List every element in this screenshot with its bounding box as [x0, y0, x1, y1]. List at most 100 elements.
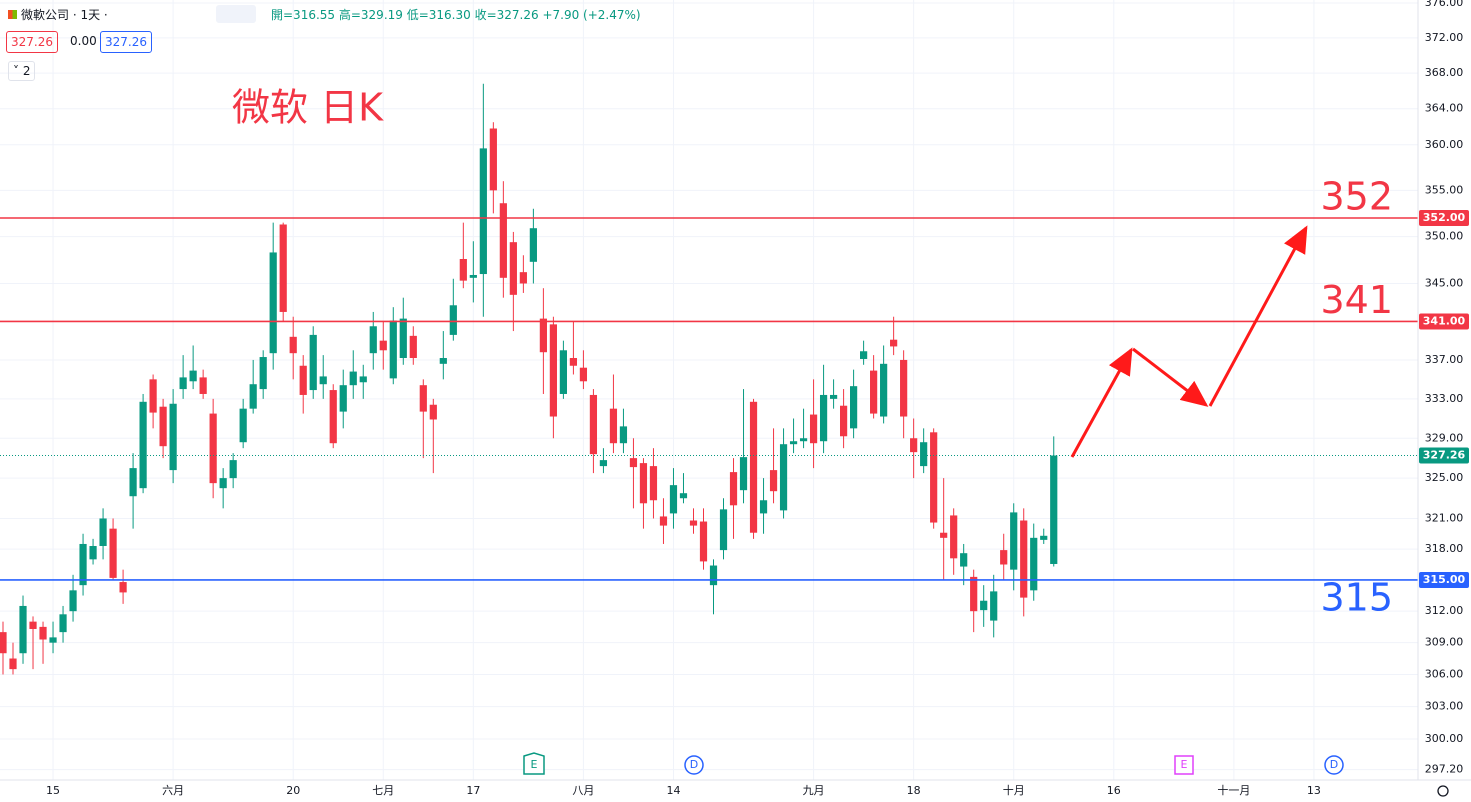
candle-body — [199, 377, 207, 394]
candle-body — [659, 516, 668, 526]
dividend-marker[interactable] — [1324, 755, 1344, 775]
candle-body — [419, 385, 427, 412]
candle-body — [1030, 537, 1038, 591]
candle-body — [990, 591, 998, 621]
candle-body — [39, 626, 47, 640]
candle-body — [870, 370, 878, 414]
candle-body — [719, 509, 728, 551]
mode-toggle[interactable] — [216, 5, 256, 23]
candle-body — [169, 403, 177, 471]
candle-body — [139, 401, 147, 489]
candle-body — [799, 438, 808, 442]
candle-body — [229, 460, 237, 479]
candle-body — [1020, 520, 1028, 598]
candle-body — [759, 500, 768, 514]
indicator-toggle[interactable]: ˅ 2 — [8, 61, 36, 81]
candle-body — [109, 528, 117, 578]
candle-body — [449, 305, 457, 335]
candle-body — [930, 432, 938, 523]
forecast-arrows — [1070, 225, 1308, 458]
y-tick-label: 345.00 — [1425, 276, 1464, 289]
symbol-header: 微軟公司 · 1天 · — [8, 6, 108, 23]
candle-body — [809, 414, 818, 444]
candle-body — [499, 203, 507, 278]
earnings-marker[interactable] — [523, 752, 545, 775]
event-label: E — [531, 758, 538, 771]
y-tick-label: 318.00 — [1425, 542, 1464, 555]
candle-body — [19, 605, 27, 654]
candle-body — [849, 386, 858, 429]
y-tick-label: 312.00 — [1425, 604, 1464, 617]
x-tick-label: 六月 — [162, 784, 184, 797]
x-tick-label: 七月 — [372, 784, 394, 797]
candle-body — [819, 394, 828, 442]
event-label: E — [1181, 758, 1188, 771]
x-tick-label: 14 — [666, 784, 680, 797]
level-annotation: 352 — [1320, 175, 1393, 219]
y-tick-label: 297.20 — [1425, 763, 1464, 776]
dividend-marker[interactable] — [684, 755, 704, 775]
y-tick-label: 350.00 — [1425, 230, 1464, 243]
y-tick-label: 376.00 — [1425, 0, 1464, 9]
candle-body — [179, 377, 187, 390]
level-annotation: 341 — [1320, 278, 1393, 322]
candle-body — [189, 370, 197, 382]
level-annotation: 315 — [1320, 575, 1393, 619]
ask-box[interactable]: 327.26 — [100, 31, 152, 53]
symbol: 微軟公司 · 1天 · — [21, 8, 108, 22]
y-tick-label: 321.00 — [1425, 511, 1464, 524]
candle-body — [699, 521, 708, 562]
candle-body — [479, 148, 487, 275]
y-tick-label: 303.00 — [1425, 700, 1464, 713]
candle-body — [1000, 550, 1008, 565]
y-tick-label: 325.00 — [1425, 471, 1464, 484]
candle-body — [1010, 512, 1018, 570]
earnings-marker[interactable] — [1174, 755, 1194, 775]
candle-body — [329, 390, 337, 444]
candle-body — [459, 259, 467, 281]
candle-body — [609, 408, 618, 444]
arrow — [1070, 347, 1133, 458]
candle-body — [920, 442, 928, 467]
candle-body — [489, 128, 497, 191]
candle-body — [749, 401, 758, 533]
event-markers: E D E D — [523, 752, 1344, 775]
candle-body — [339, 385, 347, 412]
candle-body — [209, 413, 217, 484]
candle-body — [980, 600, 988, 611]
candle-body — [549, 324, 557, 417]
candle-body — [579, 367, 588, 382]
x-tick-label: 17 — [466, 784, 480, 797]
candle-body — [619, 426, 628, 444]
candle-body — [269, 252, 277, 354]
candle-body — [129, 468, 137, 497]
price-label-bg — [1419, 571, 1469, 588]
candle-body — [59, 614, 67, 633]
candle-body — [389, 320, 397, 379]
settings-icon[interactable] — [1437, 785, 1449, 797]
candle-body — [439, 358, 447, 364]
candle-body — [679, 493, 688, 499]
candle-body — [0, 632, 7, 654]
candle-body — [960, 553, 968, 567]
x-tick-label: 16 — [1107, 784, 1121, 797]
y-tick-label: 364.00 — [1425, 102, 1464, 115]
price-label: 315.00 — [1423, 573, 1466, 586]
candle-body — [629, 458, 638, 468]
y-tick-label: 329.00 — [1425, 431, 1464, 444]
candle-body — [509, 242, 517, 295]
y-tick-label: 368.00 — [1425, 66, 1464, 79]
candle-body — [779, 444, 788, 511]
x-tick-label: 九月 — [803, 784, 825, 797]
candle-body — [349, 371, 357, 386]
candle-body — [249, 384, 257, 409]
y-tick-label: 355.00 — [1425, 183, 1464, 196]
candle-body — [469, 274, 477, 278]
candle-body — [49, 637, 57, 643]
x-tick-label: 18 — [907, 784, 921, 797]
bid-box[interactable]: 327.26 — [6, 31, 58, 53]
candle-body — [539, 318, 547, 353]
candle-body — [569, 358, 578, 366]
candle-body — [89, 546, 97, 560]
